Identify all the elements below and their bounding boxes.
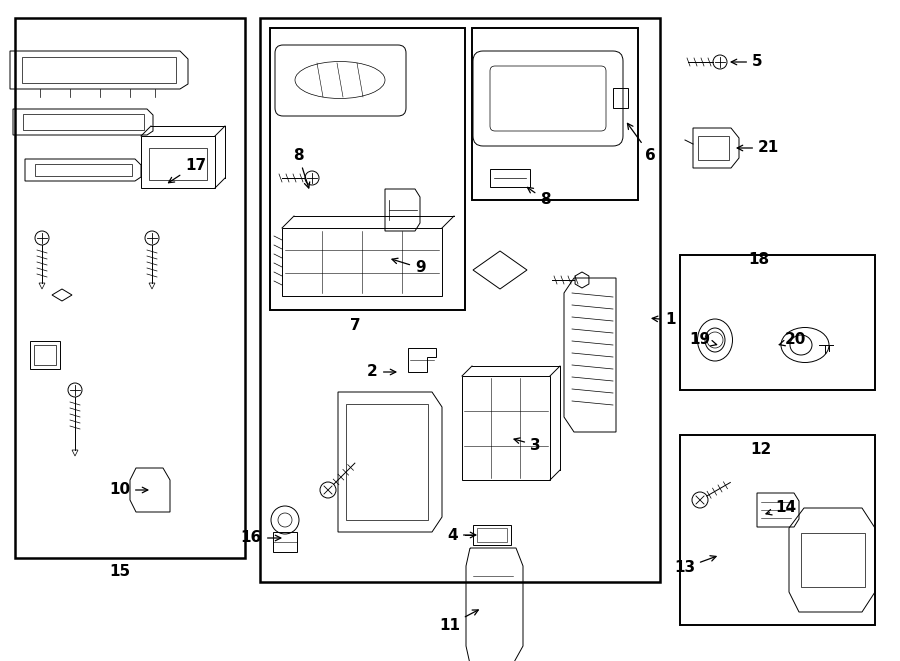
Text: 3: 3 — [514, 438, 541, 453]
Text: 14: 14 — [766, 500, 796, 516]
Text: 9: 9 — [392, 258, 426, 276]
Bar — [34, 345, 56, 365]
Bar — [490, 169, 530, 187]
Text: 7: 7 — [350, 317, 360, 332]
Text: 11: 11 — [439, 610, 478, 633]
Bar — [15, 18, 245, 558]
Text: 1: 1 — [652, 313, 676, 327]
Text: 12: 12 — [750, 442, 771, 457]
Bar — [141, 136, 215, 188]
Bar — [260, 18, 660, 582]
Bar — [23, 114, 144, 130]
Bar — [680, 255, 875, 390]
Bar — [801, 533, 865, 587]
Text: 15: 15 — [110, 564, 130, 580]
Bar — [462, 376, 550, 480]
Text: 6: 6 — [627, 124, 656, 163]
Bar — [472, 28, 638, 200]
Text: 17: 17 — [168, 157, 206, 182]
Bar — [346, 404, 428, 520]
Bar — [282, 228, 442, 296]
Text: 8: 8 — [293, 147, 310, 188]
Bar — [473, 525, 511, 545]
Text: 2: 2 — [367, 364, 396, 379]
Bar — [270, 28, 465, 310]
Text: 4: 4 — [447, 527, 476, 543]
Text: 13: 13 — [674, 556, 716, 576]
Bar — [613, 88, 628, 108]
Text: 19: 19 — [688, 332, 716, 348]
Bar — [680, 435, 875, 625]
Bar — [698, 136, 729, 160]
Bar — [273, 532, 297, 552]
Text: 8: 8 — [527, 188, 551, 208]
Bar — [30, 341, 60, 369]
Text: 18: 18 — [748, 253, 770, 268]
Bar — [22, 57, 176, 83]
Text: 20: 20 — [779, 332, 806, 348]
Bar — [149, 148, 207, 180]
Bar — [477, 528, 507, 542]
Text: 21: 21 — [737, 141, 779, 155]
Text: 10: 10 — [109, 483, 148, 498]
Text: 5: 5 — [731, 54, 762, 69]
Bar — [35, 164, 132, 176]
Text: 16: 16 — [241, 531, 281, 545]
